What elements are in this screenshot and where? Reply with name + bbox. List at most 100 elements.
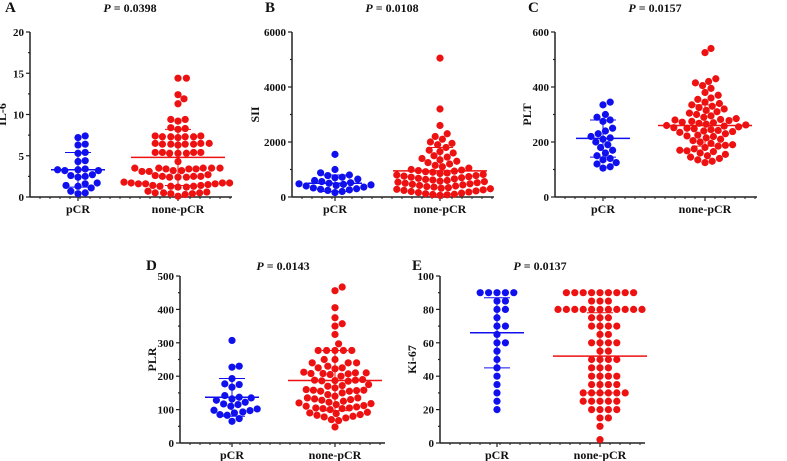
data-point-none-pcr (407, 173, 415, 181)
data-point-none-pcr (151, 171, 159, 180)
data-point-none-pcr (450, 175, 458, 183)
data-point-none-pcr (452, 182, 460, 190)
data-point-none-pcr (596, 406, 604, 414)
data-point-none-pcr (571, 289, 579, 297)
data-point-pcr (606, 98, 614, 106)
data-point-none-pcr (331, 330, 339, 339)
data-point-pcr (227, 402, 235, 410)
data-point-none-pcr (190, 182, 198, 190)
data-point-none-pcr (178, 167, 186, 175)
data-point-none-pcr (429, 168, 437, 176)
data-point-none-pcr (393, 171, 401, 179)
data-point-pcr (295, 180, 303, 188)
data-point-none-pcr (339, 397, 347, 405)
data-point-none-pcr (167, 182, 175, 190)
data-point-none-pcr (613, 289, 621, 297)
data-point-none-pcr (604, 397, 613, 405)
data-point-none-pcr (319, 404, 327, 413)
data-point-none-pcr (174, 117, 182, 125)
data-point-none-pcr (613, 389, 621, 397)
data-point-none-pcr (348, 346, 356, 355)
data-point-pcr (61, 167, 69, 175)
data-point-pcr (604, 141, 612, 149)
data-point-none-pcr (613, 355, 621, 364)
data-point-none-pcr (158, 172, 166, 180)
data-point-none-pcr (443, 176, 451, 185)
data-point-none-pcr (424, 159, 432, 167)
y-tick-label: 2000 (264, 137, 287, 149)
data-point-none-pcr (443, 153, 451, 161)
data-point-none-pcr (700, 127, 708, 135)
data-point-none-pcr (182, 173, 190, 181)
data-point-none-pcr (621, 289, 629, 297)
data-point-none-pcr (394, 178, 402, 186)
data-point-none-pcr (295, 399, 303, 407)
data-point-none-pcr (579, 397, 587, 405)
data-point-none-pcr (604, 297, 613, 305)
panel-title: P = 0.0157 (628, 1, 681, 15)
panel-a: A P = 0.0398 0 5 10 15 20 IL-6 pCR none-pCR (0, 0, 234, 216)
data-point-none-pcr (332, 410, 340, 418)
data-point-none-pcr (314, 364, 322, 372)
x-tick-label: none-pCR (679, 202, 732, 216)
y-tick-label: 20 (13, 27, 25, 39)
data-point-none-pcr (320, 355, 328, 364)
y-tick-label: 0 (281, 192, 287, 204)
data-point-none-pcr (204, 181, 212, 189)
data-point-none-pcr (312, 404, 320, 412)
data-point-none-pcr (588, 355, 596, 364)
data-point-pcr (592, 138, 600, 146)
data-point-pcr (476, 289, 484, 297)
data-point-none-pcr (345, 404, 353, 412)
data-point-none-pcr (360, 401, 368, 410)
data-point-none-pcr (571, 305, 579, 313)
y-tick-label: 0 (169, 438, 175, 450)
data-point-none-pcr (579, 305, 587, 313)
data-point-pcr (599, 101, 607, 109)
y-axis-label: PLR (145, 347, 159, 371)
data-point-none-pcr (596, 397, 604, 405)
data-point-none-pcr (604, 414, 613, 422)
data-point-none-pcr (725, 116, 733, 125)
p-value: = 0.0108 (373, 1, 419, 15)
panel-label: D (146, 258, 157, 274)
data-point-none-pcr (181, 190, 189, 199)
x-tick-label: pCR (66, 202, 90, 216)
panel-e: E P = 0.0137 0 20 40 60 80 100 Ki-67 pCR none-pCR (405, 258, 647, 461)
data-point-none-pcr (472, 187, 480, 195)
data-point-none-pcr (588, 305, 596, 313)
panel-c: C P = 0.0157 0 200 400 600 PLT pCR none-pCR (520, 0, 757, 216)
y-tick-label: 0 (544, 192, 550, 204)
data-point-none-pcr (181, 124, 189, 133)
data-point-pcr (309, 184, 317, 192)
data-point-none-pcr (367, 399, 375, 408)
data-point-none-pcr (197, 181, 205, 190)
data-point-none-pcr (429, 176, 437, 184)
data-point-pcr (593, 113, 601, 121)
data-point-pcr (246, 407, 254, 415)
data-point-none-pcr (226, 179, 234, 187)
data-point-none-pcr (604, 322, 613, 330)
data-point-none-pcr (423, 182, 431, 191)
data-point-none-pcr (702, 134, 710, 142)
data-point-none-pcr (720, 105, 728, 113)
data-point-pcr (228, 417, 236, 425)
data-point-none-pcr (138, 167, 146, 176)
data-point-none-pcr (604, 289, 613, 297)
data-point-none-pcr (604, 355, 613, 364)
data-point-none-pcr (707, 112, 715, 120)
data-point-none-pcr (407, 187, 415, 196)
data-point-none-pcr (613, 339, 621, 347)
panel-title: P = 0.0143 (256, 259, 309, 273)
p-symbol: P (365, 1, 373, 15)
data-point-none-pcr (562, 305, 571, 313)
data-point-none-pcr (690, 125, 698, 133)
data-point-none-pcr (344, 359, 352, 367)
data-point-none-pcr (694, 95, 702, 103)
data-point-none-pcr (701, 49, 709, 57)
data-point-none-pcr (465, 188, 473, 196)
data-point-pcr (599, 156, 607, 164)
y-tick-label: 5 (19, 151, 25, 163)
data-point-none-pcr (120, 178, 128, 186)
data-point-none-pcr (690, 145, 698, 153)
